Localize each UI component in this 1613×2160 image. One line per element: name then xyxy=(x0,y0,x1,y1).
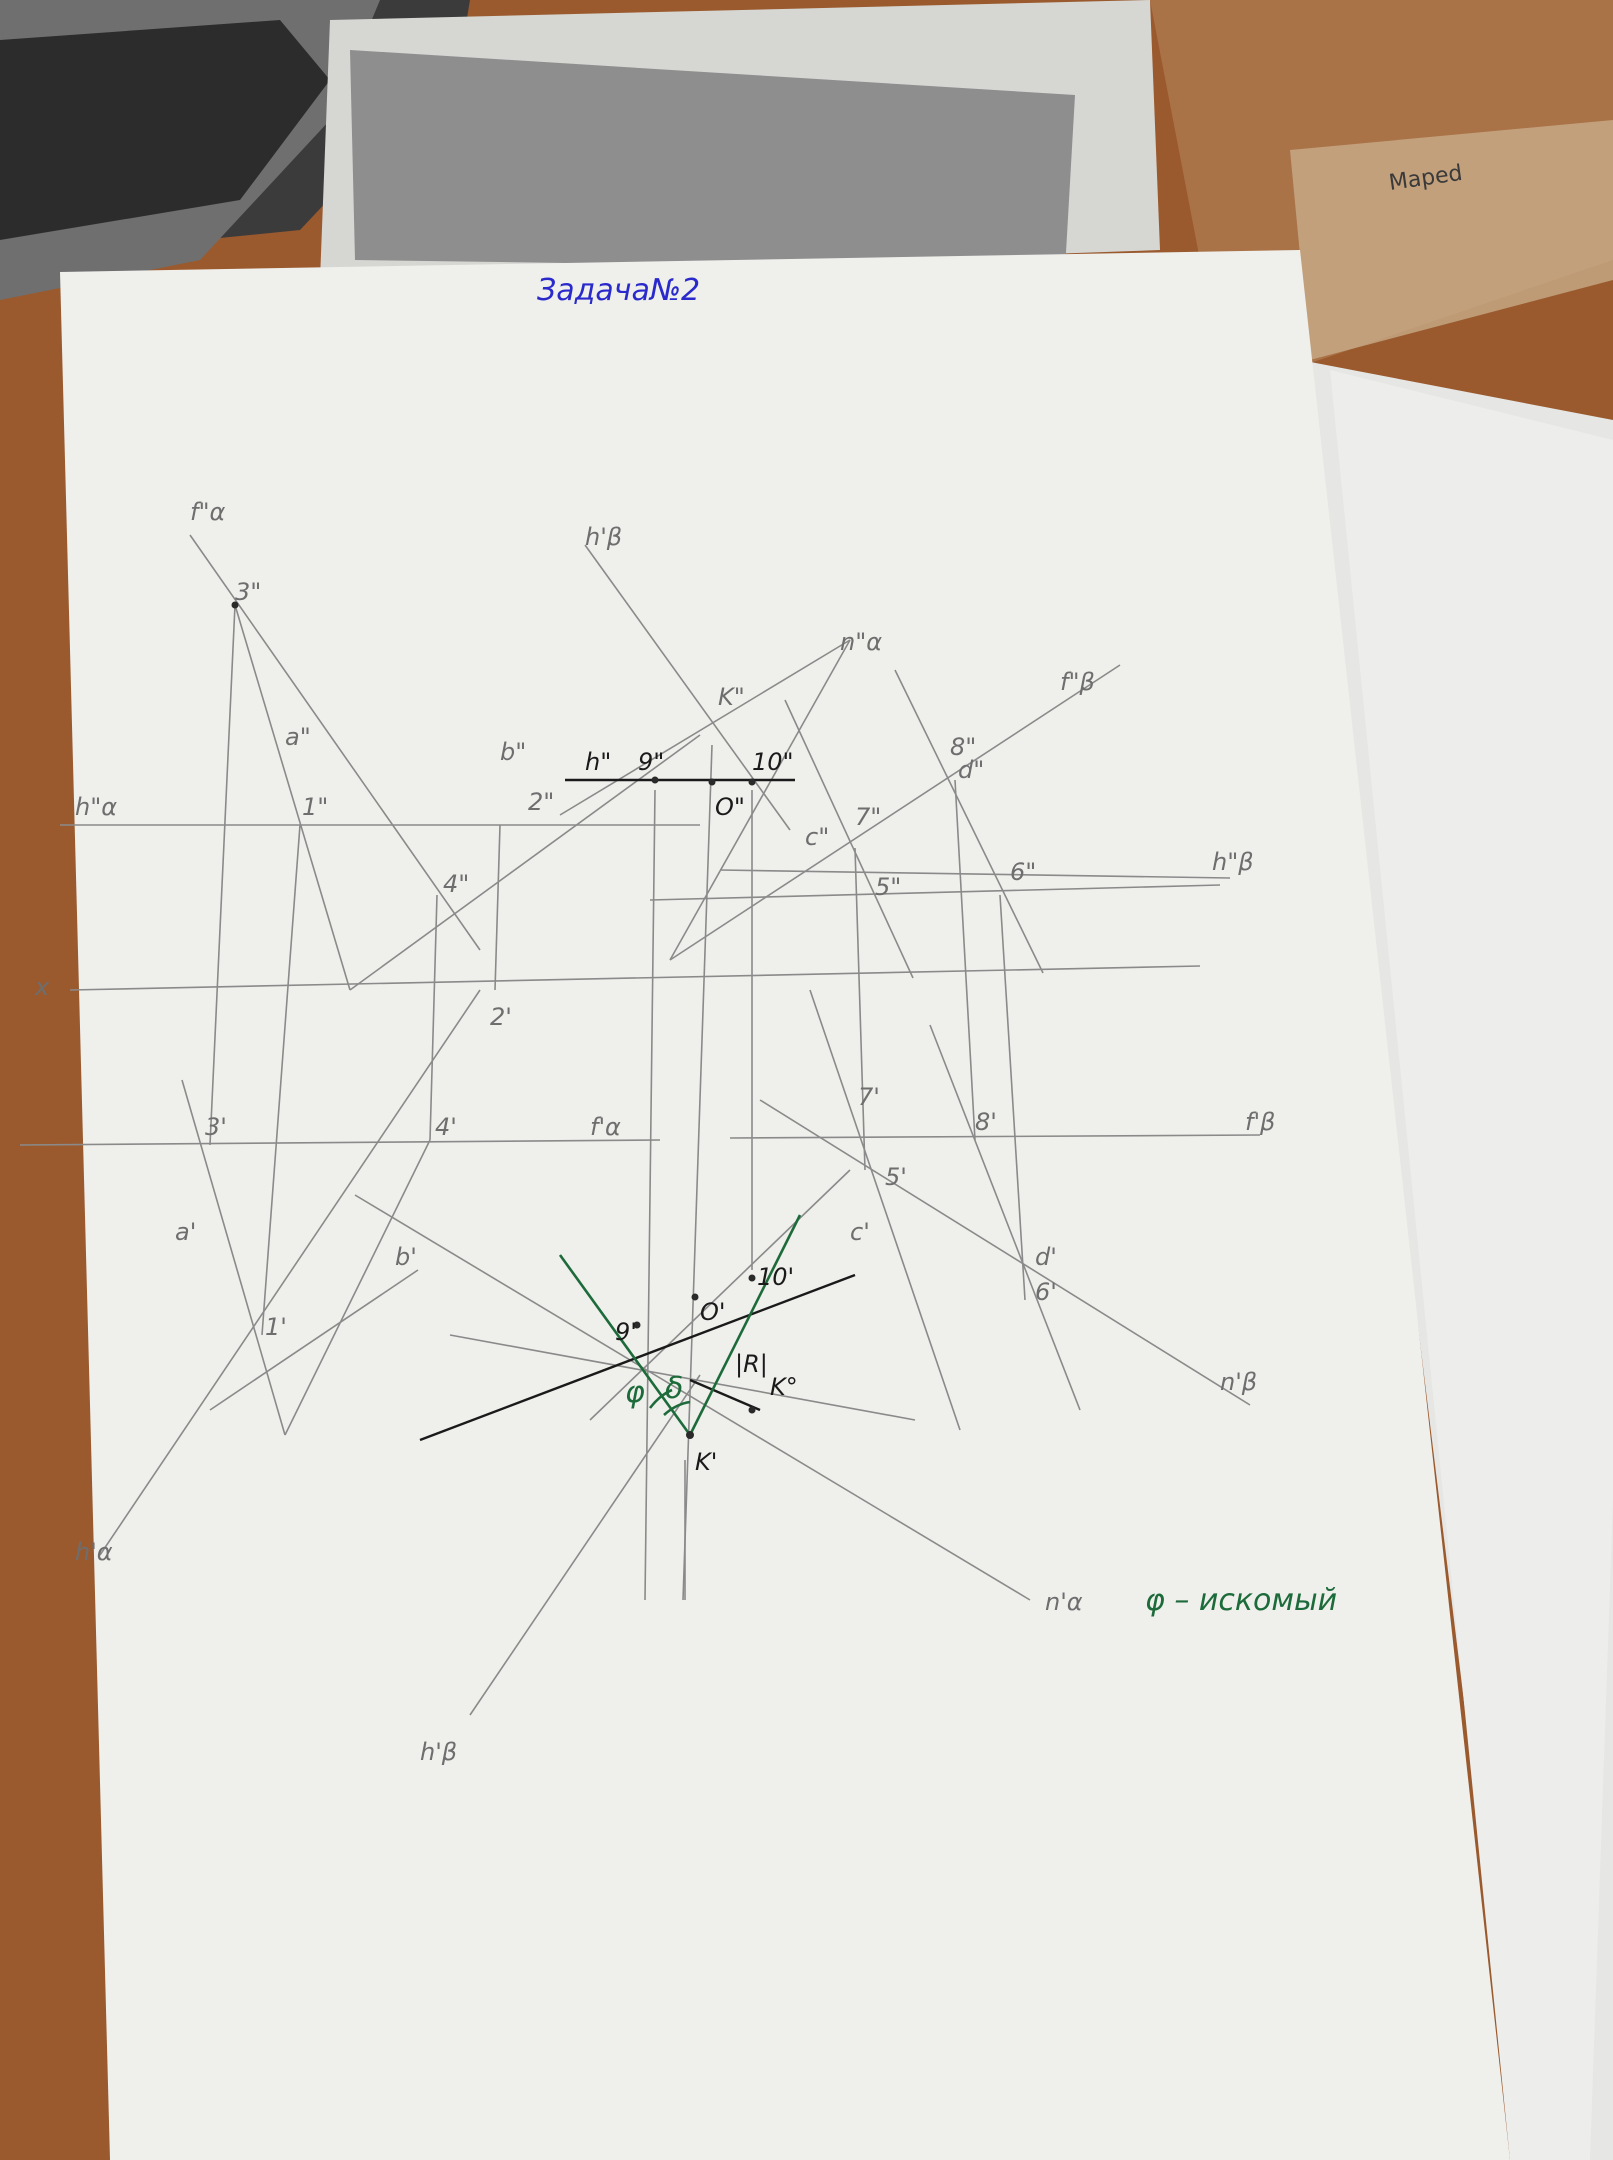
label-8pp: 8" xyxy=(950,733,976,761)
background-printed-sheet xyxy=(320,0,1160,280)
label-n1b: n'β xyxy=(1220,1368,1257,1396)
label-d1: d' xyxy=(1035,1243,1057,1271)
pencil-construction xyxy=(19,534,1261,1716)
stacked-sheets-right xyxy=(1300,360,1613,2160)
label-f2a: f"α xyxy=(190,498,225,526)
label-3p: 3' xyxy=(205,1113,227,1141)
label-6p: 6' xyxy=(1035,1278,1057,1306)
green-construction xyxy=(558,1214,802,1436)
label-a1: a' xyxy=(175,1218,196,1246)
sheet-title: Задача№2 xyxy=(537,273,700,308)
label-b1: b' xyxy=(395,1243,417,1271)
label-7p: 7' xyxy=(858,1083,880,1111)
label-a2: a" xyxy=(285,723,311,751)
label-6pp: 6" xyxy=(1010,858,1036,886)
drawing-paper xyxy=(60,250,1510,2160)
label-Opp: O" xyxy=(715,793,745,821)
label-2pp: 2" xyxy=(528,788,554,816)
label-c1: c' xyxy=(850,1218,870,1246)
label-h1b: h'β xyxy=(420,1738,457,1766)
label-10pp: 10" xyxy=(752,748,794,776)
label-9pp: 9" xyxy=(638,748,664,776)
label-Op: O' xyxy=(700,1298,726,1326)
label-4pp: 4" xyxy=(443,870,469,898)
label-5pp: 5" xyxy=(875,873,901,901)
label-K0: K° xyxy=(770,1373,798,1401)
label-n2a: n"α xyxy=(840,628,882,656)
label-hpp: h" xyxy=(585,748,611,776)
label-f1a: f'α xyxy=(590,1113,621,1141)
label-d2: d" xyxy=(958,756,984,784)
label-h2b-top: h'β xyxy=(585,523,622,551)
label-R: |R| xyxy=(735,1350,768,1378)
construction-labels: f"α h'β n"α f"β h"α h"β x f'α f'β n'β h'… xyxy=(34,498,1275,1766)
label-4p: 4' xyxy=(435,1113,457,1141)
label-7pp: 7" xyxy=(855,803,881,831)
label-9p: 9' xyxy=(615,1318,637,1346)
label-f1b: f'β xyxy=(1245,1108,1275,1136)
label-h2b: h"β xyxy=(1212,848,1254,876)
label-c2: c" xyxy=(805,823,829,851)
label-x-axis: x xyxy=(34,973,50,1001)
label-1p: 1' xyxy=(265,1313,287,1341)
label-10p: 10' xyxy=(757,1263,794,1291)
label-h2a: h"α xyxy=(75,793,117,821)
label-Kp: K' xyxy=(695,1448,717,1476)
label-3pp: 3" xyxy=(235,578,261,606)
construction-points xyxy=(231,601,756,1439)
label-Kpp: K" xyxy=(718,683,745,711)
ink-construction xyxy=(419,778,856,1442)
label-1pp: 1" xyxy=(302,793,328,821)
label-8p: 8' xyxy=(975,1108,997,1136)
label-2p: 2' xyxy=(490,1003,512,1031)
answer-note: φ – искомый xyxy=(1145,1583,1337,1618)
label-5p: 5' xyxy=(885,1163,907,1191)
label-f2b: f"β xyxy=(1060,668,1095,696)
label-n1a: n'α xyxy=(1045,1588,1083,1616)
label-h1a: h'α xyxy=(75,1538,113,1566)
label-b2: b" xyxy=(500,738,526,766)
label-phi: φ xyxy=(625,1375,645,1410)
label-delta: δ xyxy=(665,1371,683,1406)
